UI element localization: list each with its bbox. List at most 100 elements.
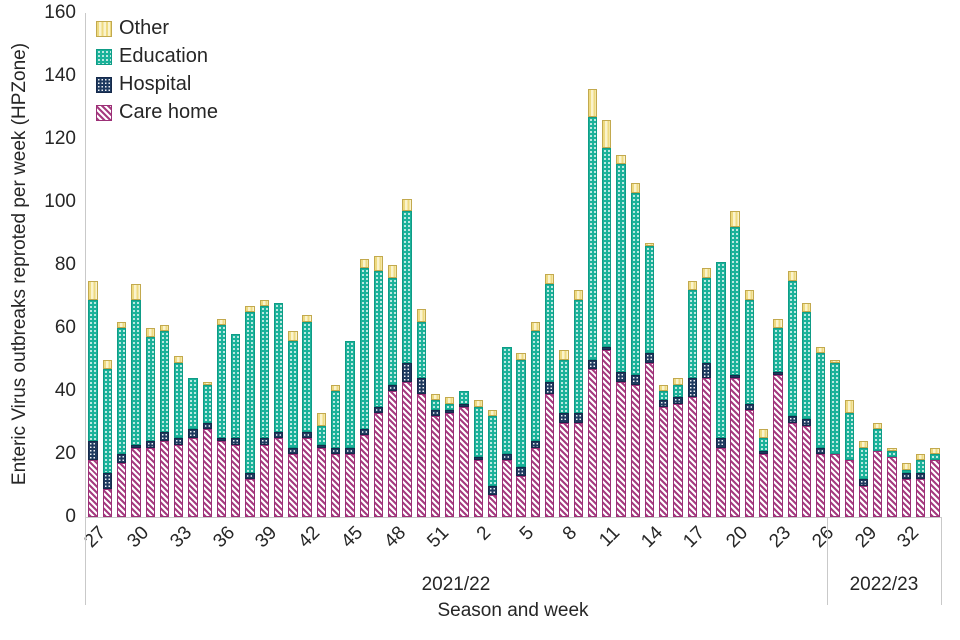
bar-segment-other [858,441,869,448]
bar-segment-hosp [530,441,541,448]
bar-segment-hosp [116,454,127,464]
bar-segment-hosp [416,378,426,395]
bar-segment-hosp [716,438,726,448]
bar-segment-care [530,447,541,517]
bar-segment-care [915,479,926,517]
bar-segment-care [673,403,683,517]
bar-segment-care [259,444,270,517]
bar-segment-other [373,255,384,272]
bar-segment-other [259,299,270,306]
bar-segment-hosp [487,485,498,495]
legend-swatch-hospital [96,76,112,93]
bar-segment-care [302,438,312,517]
bar-segment-edu [330,391,341,448]
bar-segment-care [701,378,712,517]
bar-segment-hosp [544,381,555,395]
bar-segment-care [216,441,227,517]
bar-segment-other [758,428,769,439]
bar-segment-hosp [730,375,740,379]
bar-segment-other [773,318,783,328]
bar-segment-edu [302,321,312,432]
legend-swatch-other [96,20,112,37]
bar-segment-other [901,463,912,470]
bar-segment-other [330,384,341,391]
bar-segment-hosp [673,397,683,404]
bar-segment-other [559,350,569,360]
bar-segment-edu [830,362,840,454]
bar-segment-hosp [430,409,441,417]
x-axis-title: Season and week [437,600,589,621]
bar-segment-hosp [773,372,783,376]
season-label: 2022/23 [849,574,919,595]
bar-segment-care [773,375,783,517]
bar-segment-care [88,460,98,517]
bar-segment-edu [88,299,98,442]
season-divider [85,517,86,605]
bar-segment-care [202,428,212,517]
bar-segment-hosp [216,438,227,442]
bar-segment-care [787,422,797,517]
plot-area [85,13,942,518]
bar-segment-edu [887,450,897,458]
bar-segment-care [716,447,726,517]
bar-segment-care [930,460,940,517]
bar-segment-care [345,454,355,517]
bar-segment-care [102,488,113,517]
bar-segment-hosp [273,431,284,439]
bar-segment-other [216,318,227,325]
bar-segment-care [630,384,640,517]
bar-segment-edu [359,268,369,429]
bar-segment-hosp [644,353,655,363]
bar-segment-hosp [131,444,141,448]
bar-segment-edu [915,460,926,473]
bar-segment-care [758,454,769,517]
bar-segment-other [416,309,426,322]
bar-segment-care [502,460,512,517]
legend-item: Other [96,17,218,39]
bar-segment-other [787,271,797,281]
bar-segment-hosp [259,438,270,445]
legend-label: Care home [119,101,218,123]
bar-segment-other [915,454,926,461]
y-tick-label: 60 [54,317,76,338]
legend-label: Other [119,17,170,39]
bar-segment-other [131,283,141,300]
bar-segment-care [159,441,170,517]
bar-segment-edu [116,328,127,454]
bar-segment-edu [502,346,512,454]
bar-segment-other [630,183,640,193]
bar-segment-other [88,280,98,300]
bar-segment-edu [345,340,355,448]
bar-segment-edu [744,299,755,404]
bar-segment-care [587,368,598,517]
bar-segment-edu [844,413,854,461]
bar-segment-care [459,406,469,517]
bar-segment-hosp [402,362,412,382]
bar-segment-edu [159,331,170,432]
bar-segment-care [844,460,854,517]
bar-segment-care [487,494,498,517]
bar-segment-edu [430,400,441,410]
bar-segment-edu [716,261,726,439]
bar-segment-edu [559,359,569,414]
bar-segment-care [273,438,284,517]
bar-segment-edu [145,337,155,442]
season-divider [827,517,828,605]
bar-segment-other [487,409,498,417]
bar-segment-other [744,290,755,300]
bar-segment-edu [459,391,469,404]
bar-segment-edu [587,116,598,360]
bar-segment-other [687,280,698,291]
bar-segment-edu [758,438,769,451]
bar-segment-hosp [102,472,113,489]
bar-segment-other [844,400,854,414]
bar-segment-other [616,154,626,165]
bar-segment-edu [602,148,612,347]
bar-segment-care [659,406,669,517]
y-tick-label: 120 [44,128,76,149]
bar-segment-other [116,321,127,328]
bar-segment-care [373,413,384,517]
legend-swatch-care-home [96,104,112,121]
bar-segment-hosp [359,428,369,436]
bar-segment-other [288,331,298,341]
